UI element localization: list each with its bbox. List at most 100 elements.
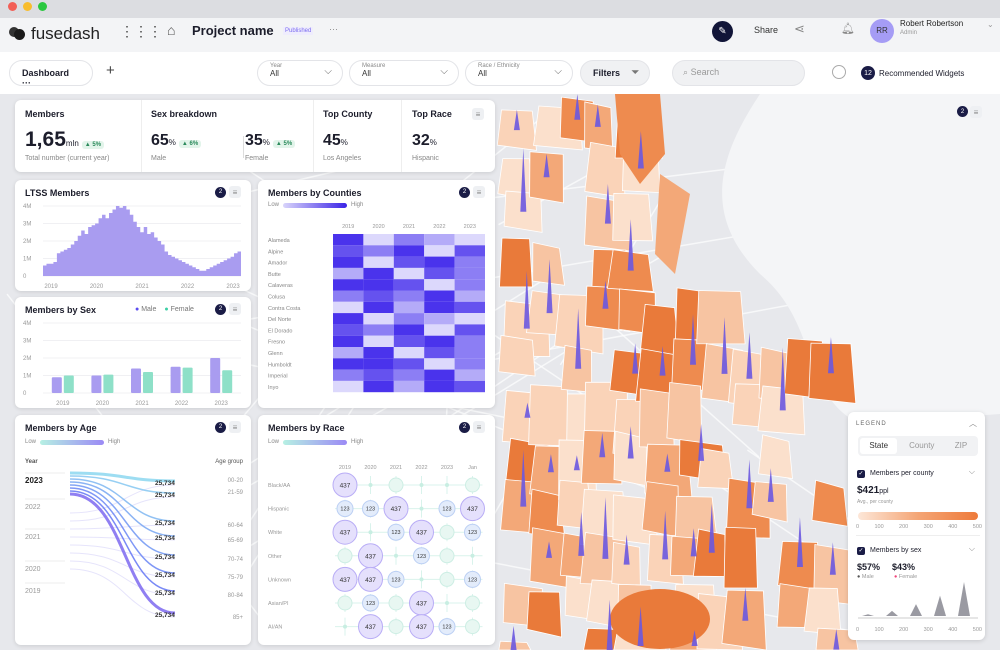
sex-chart-title: Members by Sex [25,305,97,315]
age-value: 25,734 [155,535,175,542]
apps-grid-icon[interactable]: ⋮⋮⋮ [120,23,162,39]
county-region [641,481,680,538]
search-input[interactable]: ⌕ Search [672,60,805,86]
minimize-window-button[interactable] [23,2,32,11]
edit-pen-button[interactable]: ✎ [712,21,733,42]
kpi-settings-icon[interactable]: ≡ [472,108,484,120]
bar-female [103,374,114,393]
counties-settings-icon[interactable]: ≡ [473,186,485,198]
status-badge: Published [283,27,314,35]
heatmap-cell [454,245,485,257]
member-spike [604,183,611,224]
divider [141,100,142,172]
x-tick-label: 2021 [135,284,149,290]
member-spike [637,131,644,169]
bubble [439,524,455,540]
chevron-down-icon[interactable]: ⌵ [968,467,975,476]
age-settings-icon[interactable]: ≡ [229,421,241,433]
member-spike [833,628,840,650]
heatmap-cell [424,380,455,393]
row-label: Calaveras [268,283,293,289]
column-label: 2020 [372,224,384,230]
legend-title: LEGEND [856,421,887,427]
member-spike [602,497,609,559]
legend-collapse-icon[interactable]: ︿ [969,419,977,428]
scale-low: Low [268,439,280,445]
row-label: Alameda [268,238,291,244]
y-tick-label: 1M [23,374,31,380]
dashboard-tab[interactable]: Dashboard ··· [9,60,93,88]
project-more-button[interactable]: ··· [329,24,338,34]
share-icon[interactable]: ⋖ [794,21,805,36]
measure-select[interactable]: Measure All ⌵ [349,60,459,86]
heatmap-cell [363,347,394,359]
scale-gradient [283,202,348,208]
close-window-button[interactable] [8,2,17,11]
row-label: Humboldt [268,362,292,368]
x-tick-label: 2019 [56,401,70,407]
members-by-age-card: Members by Age 2 ≡ Low High Year Age group 2… [15,415,251,645]
ltss-settings-icon[interactable]: ≡ [229,186,241,198]
member-spike [523,270,530,329]
project-name[interactable]: Project name [192,23,274,38]
scale-tick: 0 [856,524,860,530]
bubble-label: 437 [340,483,351,490]
avatar[interactable]: RR [870,19,894,43]
legend-female-label: Female [898,574,918,580]
members-by-sex-checkbox[interactable]: ✓ [857,547,865,555]
recommended-widgets-button[interactable]: 12 Recommended Widgets [856,60,991,86]
members-per-county-checkbox[interactable]: ✓ [857,470,865,478]
member-spike [606,599,613,650]
user-menu-chevron-icon[interactable]: ⌄ [987,20,994,29]
age-flow [69,481,176,537]
member-spike [524,402,531,418]
county-region [532,241,566,286]
legend-male: ● Male [135,306,157,313]
member-spike [827,337,834,374]
heatmap-cell [424,234,455,246]
share-button[interactable]: Share [754,25,779,35]
year-label: 2022 [25,504,41,511]
user-name[interactable]: Robert Robertson [900,19,964,28]
add-dashboard-button[interactable]: + [106,62,115,79]
heatmap-cell [393,380,425,393]
bell-icon[interactable]: 🔔︎ [841,23,855,35]
county-region [499,237,533,288]
maximize-window-button[interactable] [38,2,47,11]
heatmap-cell [393,279,425,291]
member-spike [547,454,554,473]
tab-state[interactable]: State [860,438,898,454]
heatmap-cell [454,369,485,381]
spike [862,614,874,616]
heatmap-cell [424,301,455,314]
filters-button[interactable]: Filters ⏷ [580,60,650,86]
map-settings-icon[interactable]: ≡ [970,106,982,118]
member-spike [690,528,697,557]
heatmap-cell [454,301,485,314]
race-settings-icon[interactable]: ≡ [473,421,485,433]
sex-settings-icon[interactable]: ≡ [229,303,241,315]
bubble-label: 437 [416,530,427,537]
clock-icon[interactable] [832,65,846,79]
race-value: All [478,69,487,78]
tab-zip[interactable]: ZIP [954,441,968,450]
home-icon[interactable]: ⌂ [167,22,176,38]
chevron-down-icon[interactable]: ⌵ [968,544,975,553]
x-tick-label: 2023 [226,284,240,290]
scale-tick: 400 [948,627,958,633]
divider [856,535,980,536]
scale-tick: 0 [856,627,860,633]
heatmap-cell [333,234,364,246]
row-label: Del Norte [268,317,291,323]
year-label: 2023 [25,476,43,485]
scale-low: Low [25,439,37,445]
tab-county[interactable]: County [909,441,935,450]
race-ethnicity-select[interactable]: Race / Ethnicity All ⌵ [465,60,573,86]
filters-label: Filters [593,68,621,78]
row-label: El Dorado [268,328,292,334]
bubble-label: 123 [366,507,375,513]
heatmap-cell [424,369,455,381]
members-value: 1,65mln ▲ 5% [25,128,105,152]
year-select[interactable]: Year All ⌵ [257,60,343,86]
chevron-down-icon: ⌵ [324,66,332,77]
